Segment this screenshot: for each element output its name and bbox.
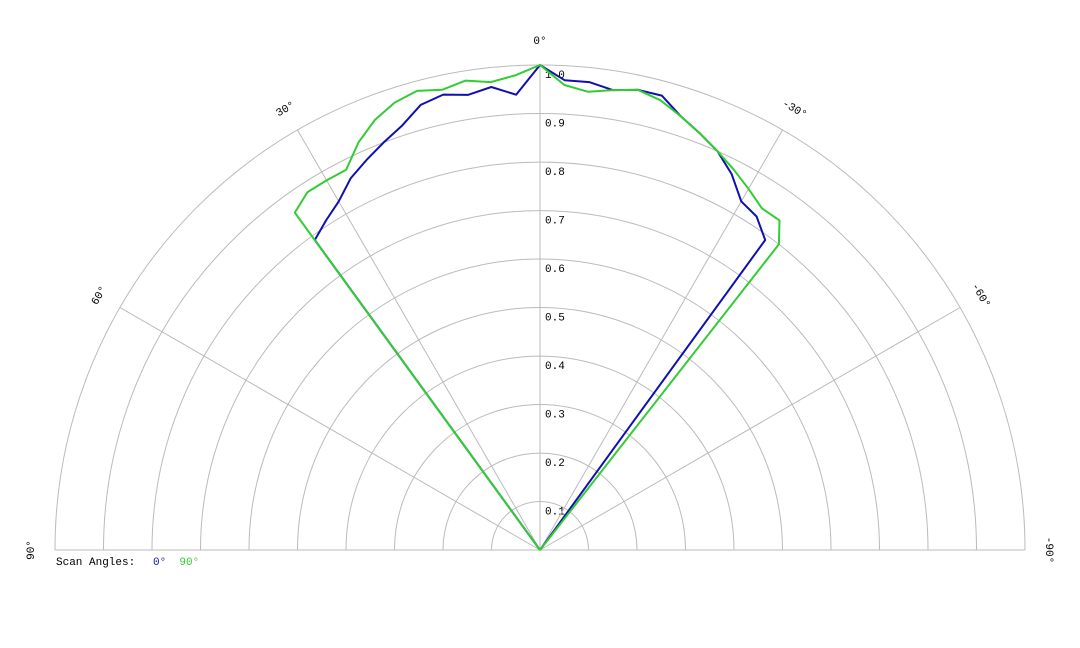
angle-tick-label: -30° [780,98,809,122]
r-tick-label: 0.4 [545,361,565,373]
r-tick-label: 0.5 [545,312,565,324]
r-tick-label: 0.7 [545,215,565,227]
angle-tick-label: 0° [533,36,546,48]
r-tick-label: 0.2 [545,458,565,470]
r-tick-label: 0.3 [545,409,565,421]
series-line [293,64,781,551]
grid-spoke [119,307,541,551]
angle-tick-label: 30° [274,100,297,120]
legend-entry: 0° [153,557,166,569]
grid-spoke [539,129,783,551]
angle-tick-label: 90° [26,540,38,560]
grid-spoke [297,129,541,551]
angle-tick-label: 60° [90,284,110,307]
legend-title: Scan Angles: [56,557,135,569]
legend-entry: 90° [179,557,199,569]
grid-spoke [539,307,961,551]
r-tick-label: 0.9 [545,118,565,130]
r-tick-label: 0.6 [545,264,565,276]
angle-tick-label: -60° [968,282,992,311]
r-tick-label: 0.8 [545,167,565,179]
angle-tick-label: -90° [1042,537,1054,563]
